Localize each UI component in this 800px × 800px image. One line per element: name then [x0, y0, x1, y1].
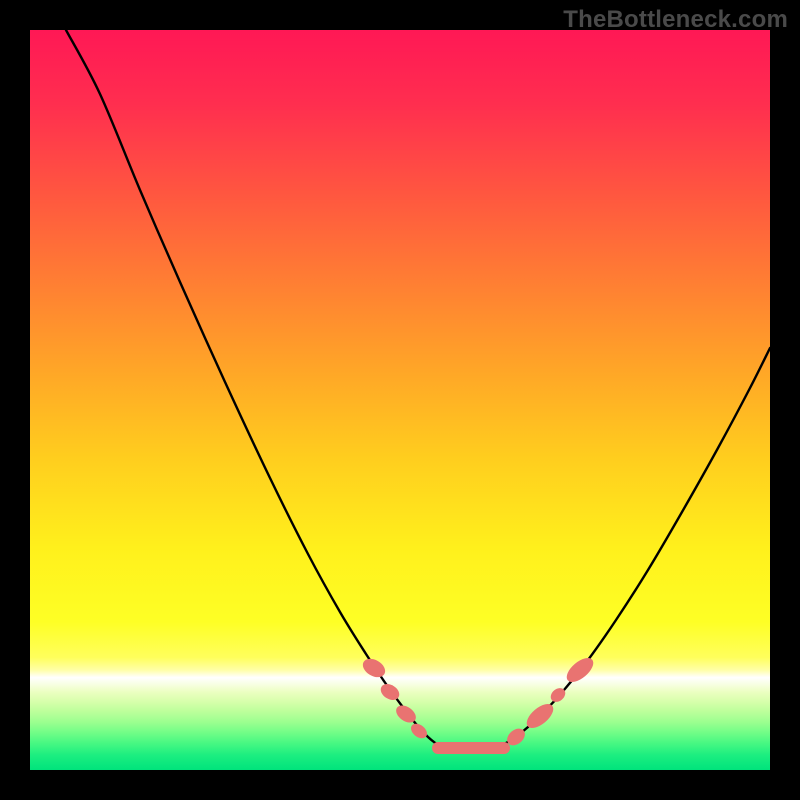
- gradient-background: [30, 30, 770, 770]
- plot-area: [30, 30, 770, 770]
- chart-frame: TheBottleneck.com: [0, 0, 800, 800]
